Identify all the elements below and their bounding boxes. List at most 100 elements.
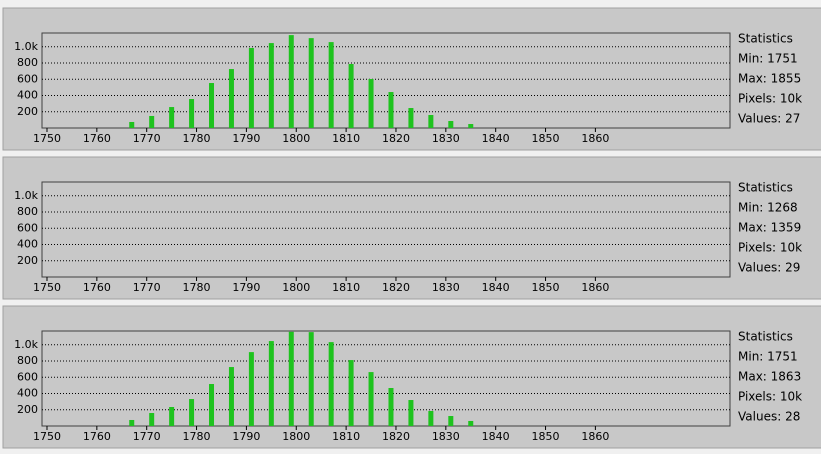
statistic: Values: 29 [738, 261, 800, 275]
x-tick-label: 1750 [33, 430, 61, 443]
y-tick-label: 200 [17, 403, 38, 416]
x-tick-label: 1780 [183, 132, 211, 145]
x-tick-label: 1770 [133, 132, 161, 145]
y-tick-label: 800 [17, 205, 38, 218]
x-tick-label: 1820 [382, 281, 410, 294]
x-tick-label: 1830 [432, 132, 460, 145]
bar [308, 332, 314, 426]
y-tick-label: 600 [17, 221, 38, 234]
x-tick-label: 1770 [133, 281, 161, 294]
y-tick-label: 400 [17, 89, 38, 102]
x-tick-label: 1760 [83, 132, 111, 145]
bar [268, 43, 274, 128]
y-tick-label: 400 [17, 238, 38, 251]
bar [308, 38, 314, 128]
statistic: Min: 1268 [738, 201, 798, 215]
bar [268, 341, 274, 426]
bar [248, 352, 254, 426]
bar [428, 115, 434, 128]
bar [209, 83, 215, 128]
x-tick-label: 1820 [382, 430, 410, 443]
bar [388, 92, 394, 128]
x-tick-label: 1830 [432, 281, 460, 294]
x-tick-label: 1770 [133, 430, 161, 443]
plot-area [41, 32, 731, 129]
x-tick-label: 1860 [581, 430, 609, 443]
bar [388, 388, 394, 426]
x-tick-label: 1850 [532, 430, 560, 443]
x-tick-label: 1850 [532, 132, 560, 145]
bar [348, 64, 354, 128]
y-tick-label: 800 [17, 354, 38, 367]
statistic: Values: 27 [738, 112, 800, 126]
x-tick-label: 1780 [183, 430, 211, 443]
y-tick-label: 400 [17, 387, 38, 400]
bar [328, 42, 334, 128]
x-tick-label: 1830 [432, 430, 460, 443]
x-tick-label: 1760 [83, 430, 111, 443]
bar [169, 407, 175, 426]
bar [288, 35, 294, 128]
x-tick-label: 1840 [482, 132, 510, 145]
statistic: Pixels: 10k [738, 241, 802, 255]
x-tick-label: 1750 [33, 281, 61, 294]
statistic: Statistics [738, 32, 793, 46]
y-tick-label: 200 [17, 254, 38, 267]
bar [408, 400, 414, 426]
bar [368, 79, 374, 128]
x-tick-label: 1810 [332, 132, 360, 145]
x-tick-label: 1810 [332, 281, 360, 294]
bar [448, 416, 454, 426]
bar [348, 360, 354, 426]
bar [248, 48, 254, 129]
bar [468, 124, 474, 128]
bar [189, 99, 195, 128]
x-tick-label: 1810 [332, 430, 360, 443]
x-tick-label: 1750 [33, 132, 61, 145]
bar [209, 384, 215, 426]
statistic: Statistics [738, 330, 793, 344]
y-tick-label: 600 [17, 370, 38, 383]
y-tick-label: 1.0k [14, 40, 38, 53]
plot-area [41, 330, 731, 427]
bar [468, 420, 474, 426]
statistic: Statistics [738, 181, 793, 195]
bar [149, 115, 155, 128]
bar [149, 413, 155, 426]
x-tick-label: 1860 [581, 132, 609, 145]
x-tick-label: 1790 [232, 281, 260, 294]
x-tick-label: 1840 [482, 430, 510, 443]
statistic: Values: 28 [738, 410, 800, 424]
x-tick-label: 1840 [482, 281, 510, 294]
y-tick-label: 200 [17, 105, 38, 118]
bar [448, 121, 454, 128]
x-tick-label: 1790 [232, 132, 260, 145]
bar [228, 69, 234, 128]
bar [428, 410, 434, 426]
y-tick-label: 800 [17, 56, 38, 69]
x-tick-label: 1760 [83, 281, 111, 294]
bar [169, 107, 175, 128]
bar [129, 419, 135, 426]
bar [328, 342, 334, 426]
statistic: Max: 1359 [738, 221, 801, 235]
x-tick-label: 1800 [282, 132, 310, 145]
bar [189, 399, 195, 426]
statistic: Max: 1863 [738, 370, 801, 384]
x-tick-label: 1790 [232, 430, 260, 443]
y-tick-label: 1.0k [14, 189, 38, 202]
x-tick-label: 1780 [183, 281, 211, 294]
x-tick-label: 1820 [382, 132, 410, 145]
statistic: Pixels: 10k [738, 390, 802, 404]
plot-area [41, 181, 731, 278]
bar [228, 367, 234, 426]
bar [408, 108, 414, 128]
x-tick-label: 1800 [282, 281, 310, 294]
bar [129, 121, 135, 128]
x-tick-label: 1800 [282, 430, 310, 443]
bar [368, 372, 374, 426]
y-tick-label: 1.0k [14, 338, 38, 351]
bar [288, 331, 294, 426]
x-tick-label: 1850 [532, 281, 560, 294]
